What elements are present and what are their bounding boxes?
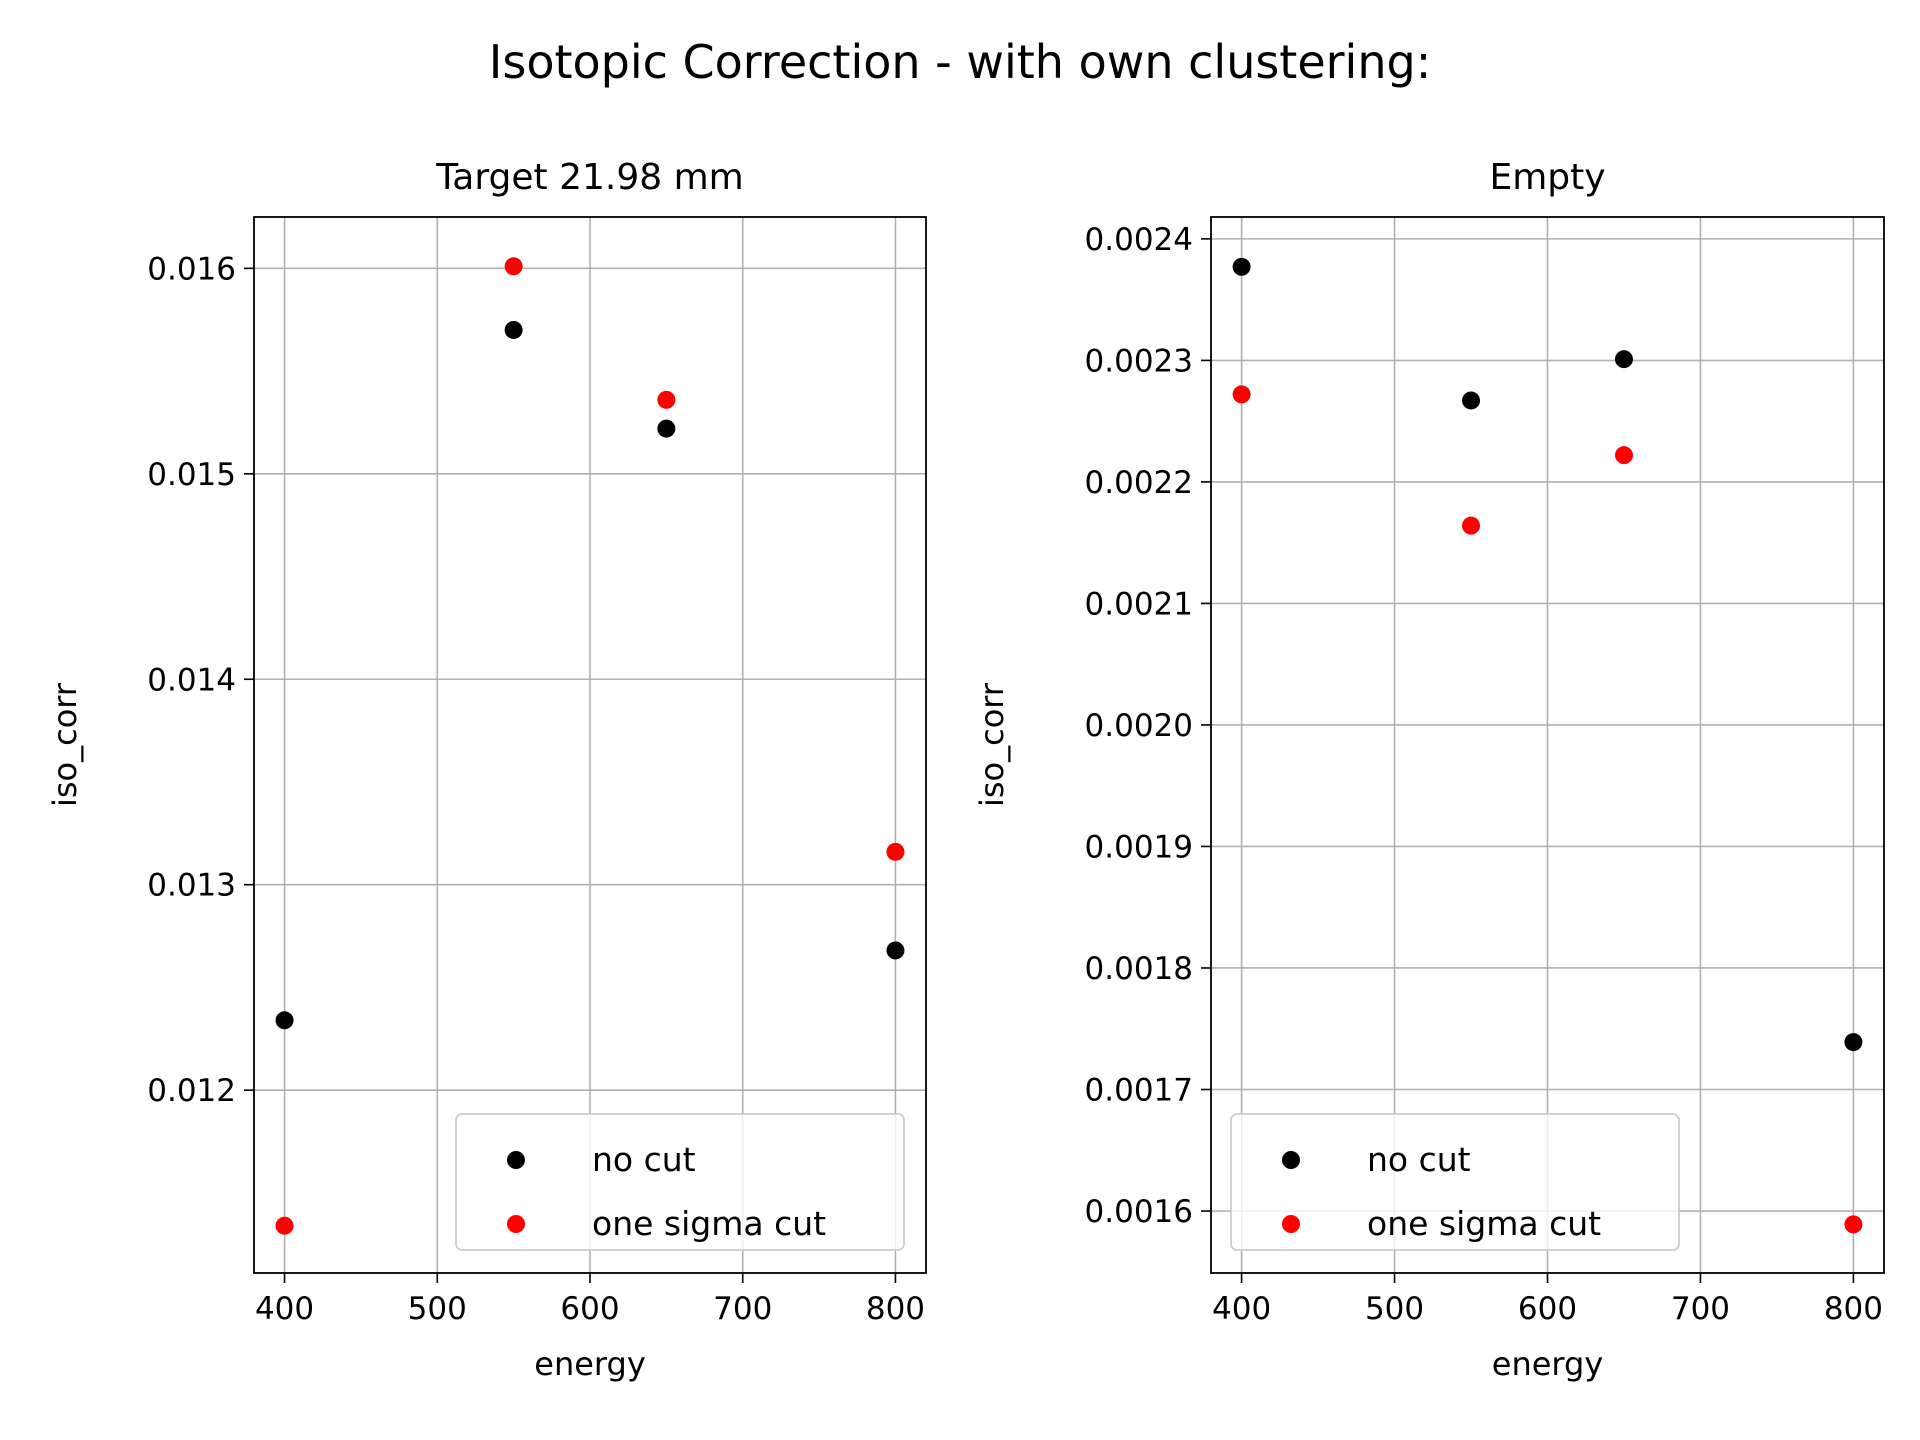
legend-marker (1282, 1151, 1300, 1169)
data-point-no-cut (504, 320, 523, 339)
legend-marker (507, 1215, 525, 1233)
y-tick-label: 0.0023 (1085, 343, 1193, 379)
x-tick-label: 500 (408, 1291, 467, 1327)
data-point-one-sigma-cut (1232, 385, 1251, 404)
x-tick-label: 400 (255, 1291, 314, 1327)
legend: no cut one sigma cut (1230, 1113, 1680, 1251)
x-tick-label: 600 (1518, 1291, 1577, 1327)
y-tick-label: 0.015 (147, 457, 236, 493)
data-point-no-cut (275, 1011, 294, 1030)
legend: no cut one sigma cut (455, 1113, 905, 1251)
y-tick-label: 0.012 (147, 1073, 236, 1109)
y-tick-label: 0.0024 (1085, 222, 1193, 258)
x-tick-label: 600 (560, 1291, 619, 1327)
y-tick-label: 0.0019 (1085, 829, 1193, 865)
y-axis-label: iso_corr (46, 682, 84, 807)
data-point-one-sigma-cut (1462, 516, 1481, 535)
x-tick-label: 800 (866, 1291, 925, 1327)
x-tick-label: 800 (1824, 1291, 1883, 1327)
axes-frame (253, 216, 927, 1274)
y-tick-label: 0.0022 (1085, 465, 1193, 501)
data-point-one-sigma-cut (1844, 1215, 1863, 1234)
data-point-no-cut (886, 941, 905, 960)
data-point-no-cut (1462, 391, 1481, 410)
axes-title: Empty (1489, 157, 1605, 198)
x-tick-label: 700 (713, 1291, 772, 1327)
legend-marker (1282, 1215, 1300, 1233)
legend-frame (455, 1113, 905, 1251)
figure-suptitle: Isotopic Correction - with own clusterin… (489, 35, 1431, 89)
y-tick-label: 0.0018 (1085, 951, 1193, 987)
data-point-one-sigma-cut (886, 842, 905, 861)
axes-1: 400 500 600 700 800 0.012 0.013 0.014 0.015 0.016… (46, 157, 927, 1383)
legend-label: no cut (592, 1140, 696, 1179)
y-tick-label: 0.0020 (1085, 708, 1193, 744)
y-tick-label: 0.014 (147, 662, 236, 698)
legend-label: no cut (1367, 1140, 1471, 1179)
y-tick-label: 0.013 (147, 868, 236, 904)
data-point-one-sigma-cut (275, 1216, 294, 1235)
data-point-one-sigma-cut (657, 390, 676, 409)
y-tick-label: 0.0021 (1085, 586, 1193, 622)
axes-2: 400 500 600 700 800 0.0016 0.0017 0.0018 0.0019 0… (973, 157, 1885, 1383)
axes-title: Target 21.98 mm (435, 157, 743, 198)
data-point-no-cut (1614, 350, 1633, 369)
data-point-no-cut (1844, 1033, 1863, 1052)
data-point-one-sigma-cut (504, 257, 523, 276)
y-tick-label: 0.016 (147, 251, 236, 287)
y-tick-label: 0.0016 (1085, 1194, 1193, 1230)
axes-frame (1210, 216, 1885, 1274)
x-tick-label: 700 (1671, 1291, 1730, 1327)
data-point-one-sigma-cut (1614, 446, 1633, 465)
y-axis-label: iso_corr (973, 682, 1011, 807)
x-tick-label: 400 (1212, 1291, 1271, 1327)
x-axis-label: energy (1492, 1345, 1604, 1383)
legend-frame (1230, 1113, 1680, 1251)
x-tick-label: 500 (1365, 1291, 1424, 1327)
x-axis-label: energy (534, 1345, 646, 1383)
legend-label: one sigma cut (1367, 1204, 1601, 1243)
y-tick-label: 0.0017 (1085, 1073, 1193, 1109)
legend-label: one sigma cut (592, 1204, 826, 1243)
data-point-no-cut (657, 419, 676, 438)
data-point-no-cut (1232, 257, 1251, 276)
legend-marker (507, 1151, 525, 1169)
